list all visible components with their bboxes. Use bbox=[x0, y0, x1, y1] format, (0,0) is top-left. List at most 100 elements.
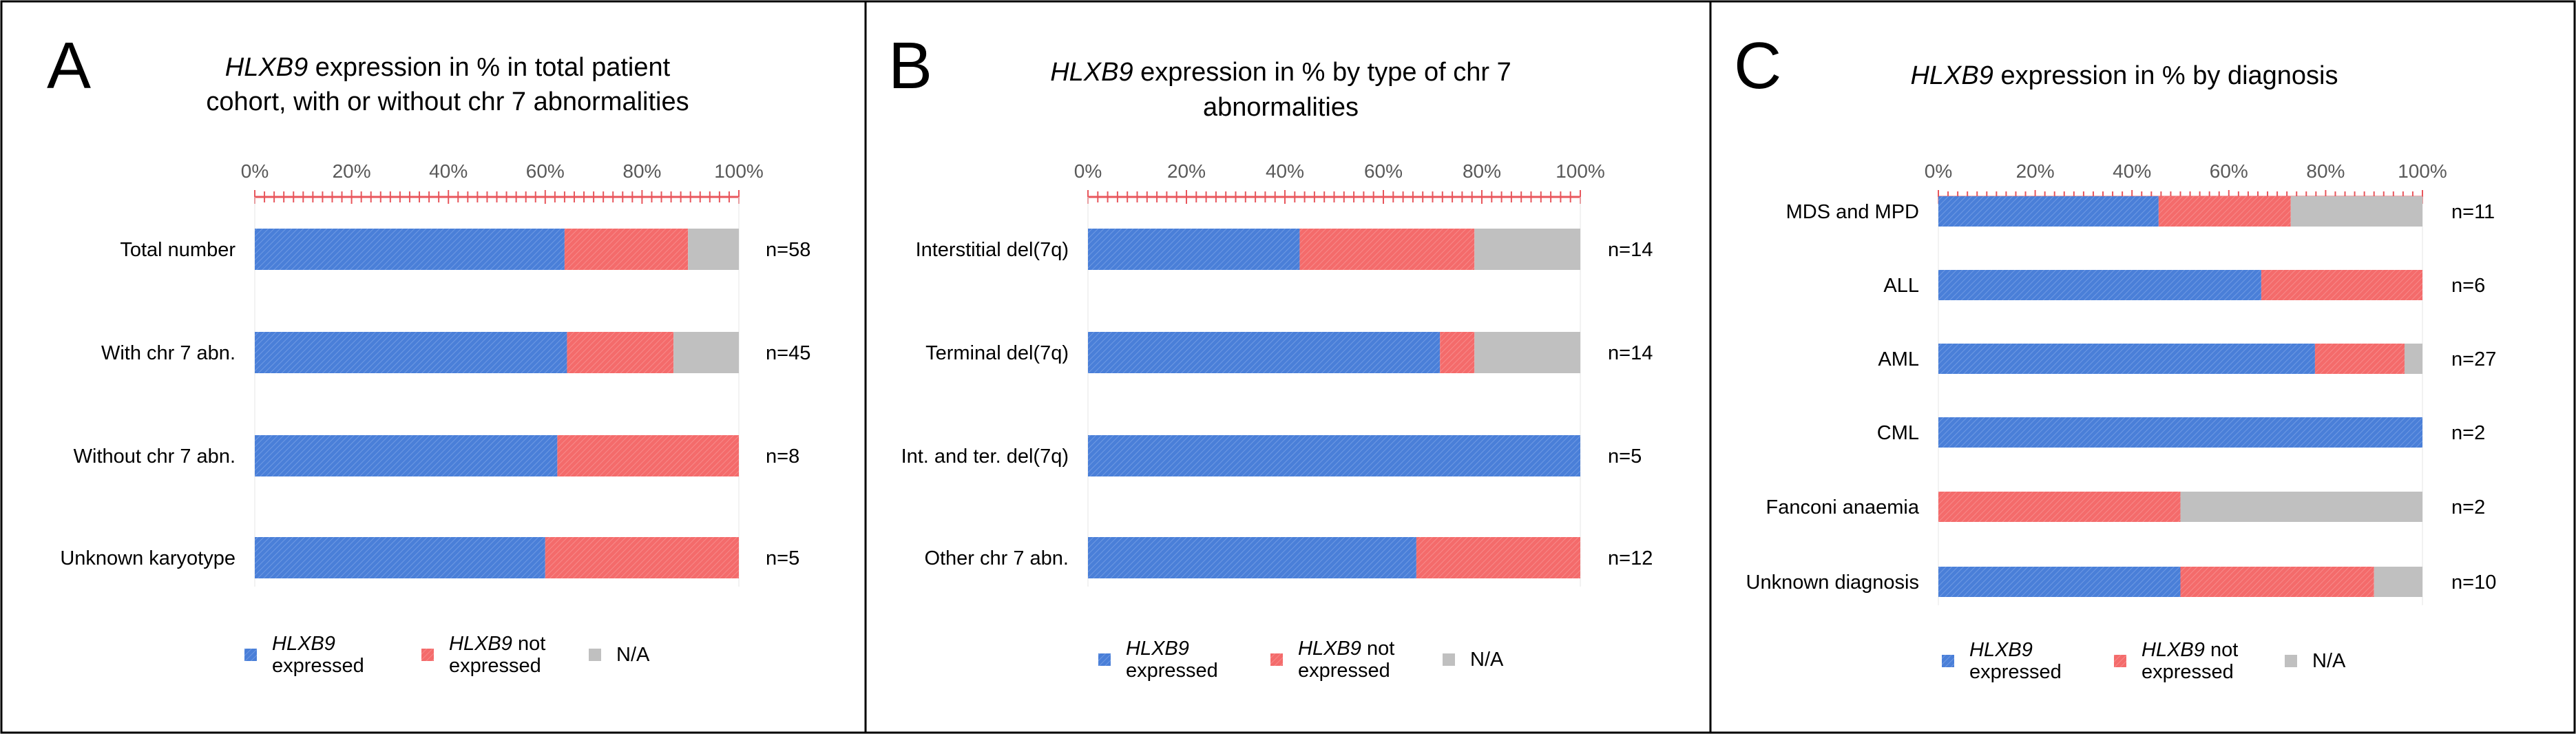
panel-letter: B bbox=[888, 29, 932, 103]
bar-na bbox=[673, 332, 739, 373]
category-label: ALL bbox=[1883, 275, 1919, 297]
legend-swatch-na bbox=[2285, 655, 2297, 667]
x-tick-label: 100% bbox=[714, 160, 764, 182]
n-label: n=11 bbox=[2451, 201, 2495, 223]
title-line-2: cohort, with or without chr 7 abnormalit… bbox=[206, 87, 689, 116]
category-label: Terminal del(7q) bbox=[925, 342, 1069, 364]
legend-not-gene: HLXB9 bbox=[1298, 638, 1361, 660]
n-label: n=58 bbox=[766, 239, 810, 261]
legend-swatch-na bbox=[589, 649, 601, 661]
panel-c: C HLXB9 expression in % by diagnosis 0% 20%… bbox=[1734, 29, 2496, 683]
n-label: n=27 bbox=[2451, 348, 2496, 370]
bar-expressed bbox=[1088, 435, 1580, 476]
x-tick-label: 100% bbox=[2398, 160, 2447, 182]
x-tick-label: 40% bbox=[429, 160, 468, 182]
legend-swatch-expressed bbox=[1942, 655, 1954, 667]
bar-expressed bbox=[1938, 344, 2315, 374]
legend-na-label: N/A bbox=[616, 644, 650, 666]
title-gene: HLXB9 bbox=[1910, 61, 1993, 90]
bar-na bbox=[2404, 344, 2422, 374]
panel-a: A HLXB9 expression in % in total patient c… bbox=[47, 29, 810, 677]
legend-not-expressed-line-2: expressed bbox=[449, 655, 541, 677]
bar-expressed bbox=[255, 229, 565, 270]
legend-not-word: not bbox=[512, 633, 545, 655]
legend-na-label: N/A bbox=[2312, 650, 2346, 672]
bar-expressed bbox=[1938, 196, 2159, 227]
n-label: n=12 bbox=[1608, 547, 1653, 569]
category-label: Total number bbox=[120, 239, 235, 261]
legend-swatch-not-expressed bbox=[1270, 653, 1283, 666]
n-label: n=6 bbox=[2451, 275, 2485, 297]
bar-not-expressed bbox=[2180, 567, 2374, 597]
x-tick-label: 0% bbox=[1925, 160, 1952, 182]
bar-not-expressed bbox=[2314, 344, 2405, 374]
legend-swatch-expressed bbox=[244, 649, 257, 661]
bar-not-expressed bbox=[1440, 332, 1475, 373]
bar-na bbox=[2180, 492, 2422, 522]
x-tick-label: 0% bbox=[241, 160, 269, 182]
n-label: n=14 bbox=[1608, 239, 1653, 261]
legend-swatch-not-expressed bbox=[421, 649, 434, 661]
title-gene: HLXB9 bbox=[225, 53, 308, 82]
x-tick-label: 80% bbox=[2306, 160, 2345, 182]
bar-expressed bbox=[1088, 332, 1441, 373]
bar-expressed bbox=[255, 332, 567, 373]
title-line-1: expression in % by type of chr 7 bbox=[1133, 58, 1511, 87]
legend-not-gene: HLXB9 bbox=[2142, 639, 2205, 661]
bar-expressed bbox=[1088, 537, 1416, 578]
bar-not-expressed bbox=[1938, 492, 2181, 522]
bar-expressed bbox=[1938, 270, 2261, 300]
n-label: n=5 bbox=[766, 547, 799, 569]
legend-not-expressed-line-1: HLXB9 not bbox=[449, 633, 545, 655]
n-label: n=5 bbox=[1608, 445, 1642, 468]
bar-na bbox=[2290, 196, 2422, 227]
title-line-2: abnormalities bbox=[1203, 93, 1359, 122]
bar-expressed bbox=[1938, 417, 2422, 448]
bar-not-expressed bbox=[2261, 270, 2422, 300]
bar-not-expressed bbox=[557, 435, 739, 476]
bar-not-expressed bbox=[564, 229, 689, 270]
category-label: CML bbox=[1877, 422, 1919, 444]
legend-swatch-not-expressed bbox=[2114, 655, 2126, 667]
n-label: n=2 bbox=[2451, 496, 2485, 518]
legend-not-expressed-line-2: expressed bbox=[2142, 661, 2234, 683]
legend-not-word: not bbox=[2205, 639, 2238, 661]
category-label: Unknown diagnosis bbox=[1746, 572, 1919, 594]
legend-swatch-expressed bbox=[1098, 653, 1111, 666]
bar-expressed bbox=[1088, 229, 1300, 270]
legend-not-gene: HLXB9 bbox=[449, 633, 512, 655]
category-label: AML bbox=[1878, 348, 1919, 370]
legend-not-expressed-line-1: HLXB9 not bbox=[2142, 639, 2238, 661]
bar-na bbox=[2374, 567, 2422, 597]
panel-b: B HLXB9 expression in % by type of chr 7 a… bbox=[888, 29, 1653, 682]
bar-expressed bbox=[255, 435, 558, 476]
panel-letter: C bbox=[1734, 29, 1781, 103]
legend-swatch-na bbox=[1443, 653, 1455, 666]
bar-expressed bbox=[1938, 567, 2181, 597]
bar-not-expressed bbox=[2158, 196, 2291, 227]
x-tick-label: 80% bbox=[622, 160, 661, 182]
legend-not-word: not bbox=[1361, 638, 1394, 660]
bar-not-expressed bbox=[545, 537, 739, 578]
legend-not-expressed-line-2: expressed bbox=[1298, 660, 1390, 682]
legend-expressed-gene: HLXB9 bbox=[272, 633, 335, 655]
legend-expressed-gene: HLXB9 bbox=[1969, 639, 2033, 661]
category-label: Int. and ter. del(7q) bbox=[901, 445, 1069, 468]
bar-not-expressed bbox=[567, 332, 674, 373]
category-label: With chr 7 abn. bbox=[101, 342, 235, 364]
legend-expressed-label: expressed bbox=[1969, 661, 2062, 683]
panel-letter: A bbox=[47, 29, 91, 103]
category-label: Unknown karyotype bbox=[60, 547, 235, 569]
title-line-1: expression in % by diagnosis bbox=[1993, 61, 2338, 90]
chart-title: HLXB9 expression in % by type of chr 7 bbox=[1050, 58, 1511, 87]
category-label: Interstitial del(7q) bbox=[916, 239, 1069, 261]
x-tick-label: 60% bbox=[2210, 160, 2248, 182]
legend-expressed-label: expressed bbox=[272, 655, 364, 677]
bar-na bbox=[1474, 332, 1580, 373]
category-label: Without chr 7 abn. bbox=[74, 445, 235, 468]
x-tick-label: 20% bbox=[2016, 160, 2055, 182]
chart-title: HLXB9 expression in % in total patient bbox=[225, 53, 671, 82]
